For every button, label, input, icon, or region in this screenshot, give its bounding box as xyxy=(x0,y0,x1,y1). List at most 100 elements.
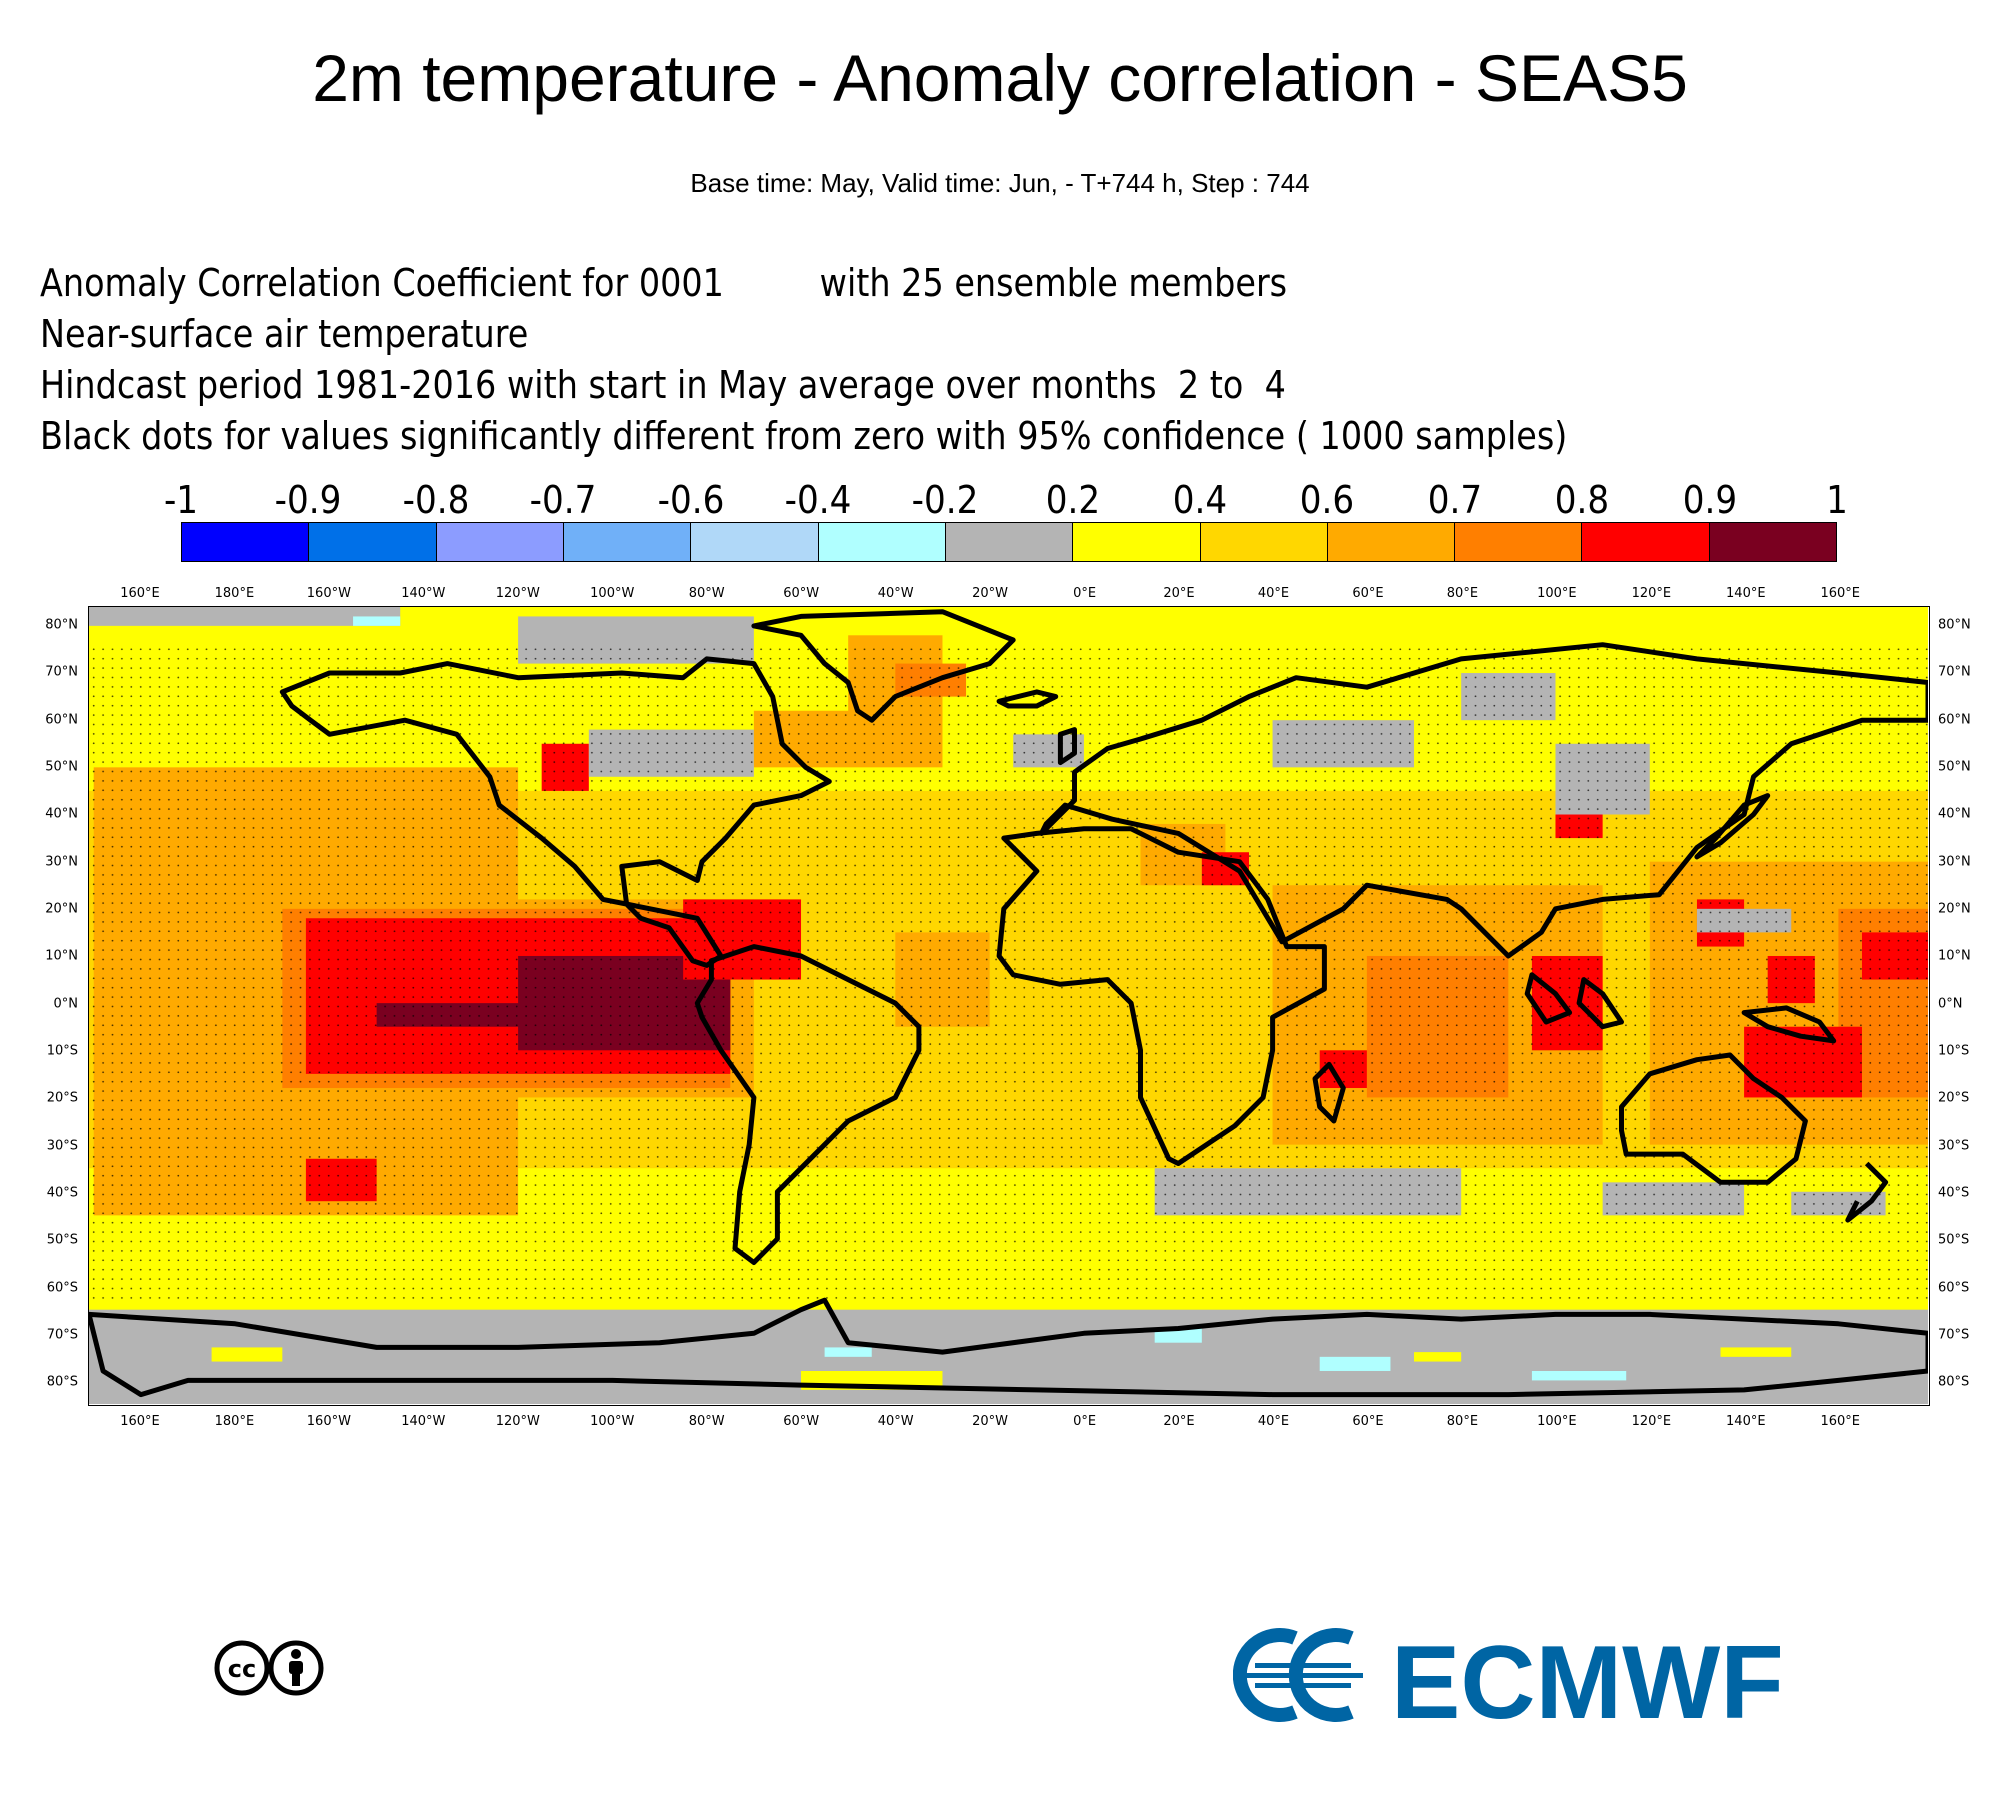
axis-tick-label: 70°N xyxy=(1938,664,1971,680)
coastline-sumatra xyxy=(1524,972,1573,1025)
coastline-madagascar xyxy=(1312,1061,1346,1124)
axis-tick-label: 120°W xyxy=(495,586,540,601)
description-line: Anomaly Correlation Coefficient for 0001… xyxy=(40,261,1288,305)
colorbar-swatch xyxy=(691,523,819,561)
axis-tick-label: 160°W xyxy=(306,586,351,601)
axis-tick-label: 50°N xyxy=(45,759,78,775)
axis-tick-label: 40°N xyxy=(45,806,78,822)
axis-tick-label: 140°E xyxy=(1726,586,1766,601)
colorbar-swatch xyxy=(1200,523,1328,561)
axis-tick-label: 80°S xyxy=(1938,1374,1970,1390)
axis-tick-label: 40°E xyxy=(1257,586,1290,601)
field-patch xyxy=(1720,1347,1792,1357)
creative-commons-icon: cc xyxy=(212,1638,326,1703)
colorbar-label: -0.9 xyxy=(275,478,342,522)
map-canvas xyxy=(89,607,1928,1404)
colorbar-swatch xyxy=(1582,523,1710,561)
ecmwf-logo: ECMWF xyxy=(1232,1620,1813,1741)
axis-tick-label: 100°E xyxy=(1537,586,1577,601)
axis-tick-label: 60°S xyxy=(46,1280,78,1296)
colorbar-label: 0.7 xyxy=(1427,478,1483,522)
axis-tick-label: 80°W xyxy=(688,586,725,601)
axis-tick-label: 40°E xyxy=(1257,1414,1290,1429)
axis-tick-label: 160°E xyxy=(1820,1414,1861,1429)
axis-tick-label: 50°S xyxy=(46,1232,78,1248)
coastline-iceland xyxy=(996,689,1059,709)
axis-tick-label: 100°W xyxy=(590,586,635,601)
axis-tick-label: 140°W xyxy=(401,1414,446,1429)
coastline-new-guinea xyxy=(1741,1005,1837,1044)
colorbar-swatch xyxy=(945,523,1074,561)
colorbar-swatch xyxy=(182,523,310,561)
significance-dots xyxy=(89,644,1928,1305)
colorbar-label: 0.4 xyxy=(1172,478,1228,522)
field-patch xyxy=(211,1347,283,1362)
coastline-new-zealand xyxy=(1845,1161,1889,1223)
axis-tick-label: 80°E xyxy=(1446,1414,1479,1429)
axis-tick-label: 20°S xyxy=(46,1090,78,1106)
axis-tick-label: 80°N xyxy=(1938,617,1971,633)
axis-tick-label: 60°E xyxy=(1352,1414,1384,1429)
description-block: Anomaly Correlation Coefficient for 0001… xyxy=(40,258,1567,462)
colorbar-label: -0.6 xyxy=(657,478,724,522)
axis-tick-label: 30°S xyxy=(1938,1138,1970,1154)
colorbar-swatch xyxy=(1327,523,1456,561)
colorbar-label: 0.9 xyxy=(1682,478,1737,522)
axis-tick-label: 20°N xyxy=(1938,901,1971,917)
axis-tick-label: 160°E xyxy=(120,586,160,601)
axis-tick-label: 60°W xyxy=(783,1414,820,1429)
field-patch xyxy=(1414,1352,1462,1362)
axis-tick-label: 160°E xyxy=(1820,586,1861,601)
colorbar xyxy=(181,522,1837,562)
axis-tick-label: 100°E xyxy=(1537,1414,1577,1429)
map-panel xyxy=(88,606,1930,1406)
axis-tick-label: 20°S xyxy=(1938,1090,1970,1106)
coastline-north-america xyxy=(279,656,832,968)
page-title: 2m temperature - Anomaly correlation - S… xyxy=(312,41,1688,115)
axis-tick-label: 180°E xyxy=(214,1414,255,1429)
axis-tick-label: 10°S xyxy=(46,1043,78,1059)
axis-tick-label: 120°E xyxy=(1631,1414,1672,1429)
colorbar-label: 0.6 xyxy=(1300,478,1355,522)
page-subtitle: Base time: May, Valid time: Jun, - T+744… xyxy=(690,168,1310,198)
axis-tick-label: 40°N xyxy=(1938,806,1971,822)
coastline-britain xyxy=(1057,727,1077,766)
axis-tick-label: 30°S xyxy=(46,1138,78,1154)
axis-tick-label: 180°E xyxy=(214,586,255,601)
coastline-australia xyxy=(1619,1052,1808,1185)
axis-tick-label: 60°E xyxy=(1352,586,1384,601)
axis-tick-label: 100°W xyxy=(590,1414,635,1429)
field-patch xyxy=(89,607,401,626)
cyan-patch xyxy=(1154,1328,1202,1343)
description-line: Black dots for values significantly diff… xyxy=(40,414,1568,458)
axis-tick-label: 160°E xyxy=(120,1414,160,1429)
coastline-japan xyxy=(1694,793,1771,860)
colorbar-label: -0.2 xyxy=(911,478,979,522)
colorbar-swatch xyxy=(1073,523,1201,561)
axis-tick-label: 40°S xyxy=(46,1185,78,1201)
colorbar-label: 1 xyxy=(1826,478,1848,522)
colorbar-label: 0.8 xyxy=(1555,478,1610,522)
cyan-patch xyxy=(353,616,401,626)
cc-logo-text: cc xyxy=(228,1655,256,1683)
axis-tick-label: 0°N xyxy=(53,996,79,1012)
coastline-borneo xyxy=(1576,977,1624,1030)
colorbar-swatch xyxy=(309,523,437,561)
cyan-patch xyxy=(824,1347,872,1357)
axis-tick-label: 20°E xyxy=(1163,1414,1195,1429)
axis-tick-label: 70°S xyxy=(1938,1327,1970,1343)
axis-tick-label: 70°N xyxy=(45,664,78,680)
ecmwf-logo-text: ECMWF xyxy=(1391,1625,1784,1730)
axis-tick-label: 120°E xyxy=(1631,586,1672,601)
axis-tick-label: 20°W xyxy=(972,1414,1009,1429)
axis-tick-label: 40°S xyxy=(1938,1185,1970,1201)
colorbar-label: 0.2 xyxy=(1045,478,1100,522)
colorbar-label: -0.8 xyxy=(402,478,470,522)
axis-tick-label: 20°N xyxy=(45,901,78,917)
axis-tick-label: 20°W xyxy=(972,586,1009,601)
axis-tick-label: 140°W xyxy=(401,586,446,601)
cyan-patch xyxy=(1531,1370,1627,1381)
axis-tick-label: 10°S xyxy=(1938,1043,1970,1059)
coastline-antarctica xyxy=(89,1297,1928,1398)
axis-tick-label: 60°N xyxy=(45,712,78,728)
